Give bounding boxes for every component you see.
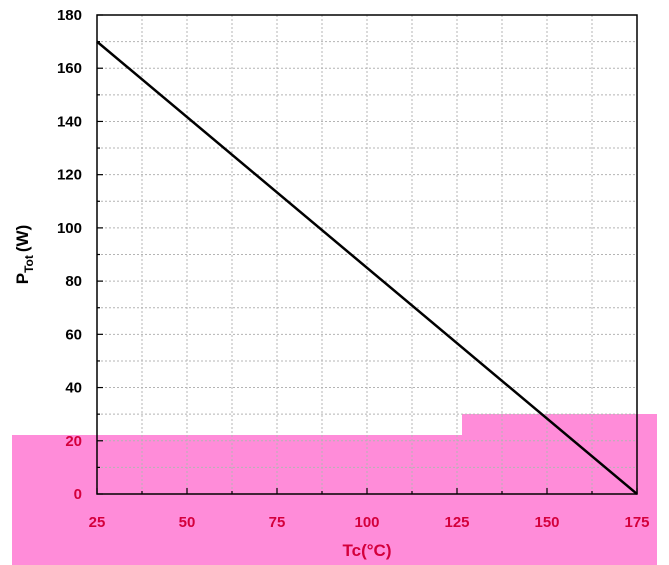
highlight-overlay	[12, 414, 657, 565]
x-tick-label: 150	[534, 514, 559, 531]
x-tick-label: 125	[444, 514, 469, 531]
y-tick-label: 40	[65, 380, 82, 397]
series	[96, 40, 638, 495]
y-axis-title-sub: Tot	[22, 255, 36, 273]
y-tick-label: 160	[57, 60, 82, 77]
y-tick-label: 120	[57, 167, 82, 184]
ticks	[96, 14, 638, 495]
y-tick-label: 0	[74, 486, 82, 503]
y-tick-labels: 0 20 40 60 80 100 120 140 160 180	[57, 7, 82, 503]
y-axis-title: PTot (W)	[13, 225, 36, 284]
y-tick-label: 20	[65, 433, 82, 450]
y-tick-label: 140	[57, 113, 82, 130]
y-tick-label: 80	[65, 273, 82, 290]
x-tick-label: 25	[89, 514, 106, 531]
x-tick-label: 75	[269, 514, 286, 531]
x-tick-label: 175	[624, 514, 649, 531]
highlight-region	[12, 414, 657, 565]
x-tick-label: 100	[354, 514, 379, 531]
y-tick-label: 180	[57, 7, 82, 24]
x-axis-title: Tc(°C)	[343, 541, 392, 560]
y-axis-title-unit: (W)	[13, 225, 32, 252]
y-axis-title-main: P	[13, 273, 32, 284]
y-tick-label: 100	[57, 220, 82, 237]
series-line	[96, 40, 638, 495]
grid	[97, 15, 637, 494]
x-tick-labels: 25 50 75 100 125 150 175	[89, 514, 650, 531]
y-tick-label: 60	[65, 326, 82, 343]
x-tick-label: 50	[179, 514, 196, 531]
